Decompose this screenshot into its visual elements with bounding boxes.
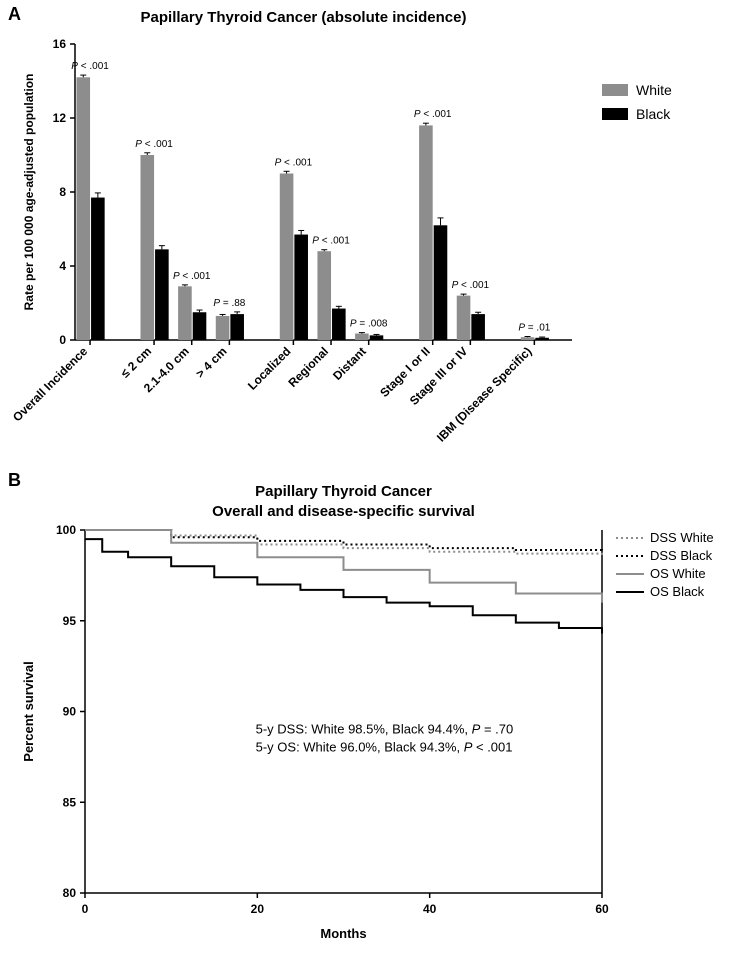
bar-white (76, 77, 90, 340)
x-tick-label: 20 (251, 902, 265, 916)
panel-a: A Papillary Thyroid Cancer (absolute inc… (0, 0, 742, 470)
bar-white (216, 316, 230, 340)
bar-white (521, 337, 535, 340)
panel-b-label: B (8, 470, 21, 491)
survival-curve (85, 539, 602, 633)
chart-title-2: Overall and disease-specific survival (212, 503, 475, 520)
bar-black (535, 338, 549, 340)
y-tick-label: 16 (53, 37, 67, 51)
bar-black (370, 335, 384, 340)
bar-black (155, 249, 169, 340)
bar-black (471, 314, 485, 340)
figure: A Papillary Thyroid Cancer (absolute inc… (0, 0, 742, 953)
p-value: P < .001 (312, 236, 350, 247)
bar-chart: Papillary Thyroid Cancer (absolute incid… (0, 0, 742, 470)
chart-title-1: Papillary Thyroid Cancer (255, 483, 432, 500)
bar-black (230, 314, 244, 340)
chart-title: Papillary Thyroid Cancer (absolute incid… (141, 9, 467, 26)
legend-label: White (636, 82, 672, 98)
p-value: P < .001 (414, 109, 452, 120)
y-tick-label: 85 (63, 795, 77, 809)
p-value: P = .008 (350, 319, 388, 330)
bar-white (280, 174, 294, 341)
x-category-label: Regional (285, 344, 331, 390)
p-value: P < .001 (452, 280, 490, 291)
bar-black (91, 198, 105, 340)
panel-a-label: A (8, 4, 21, 25)
y-axis-label: Rate per 100 000 age-adjusted population (22, 74, 36, 311)
bar-white (457, 296, 471, 340)
bar-black (193, 312, 207, 340)
y-tick-label: 0 (59, 333, 66, 347)
legend-label: Black (636, 106, 671, 122)
legend-label: DSS Black (650, 548, 713, 563)
y-tick-label: 90 (63, 705, 77, 719)
x-axis-label: Months (320, 926, 366, 941)
x-category-label: > 4 cm (193, 344, 230, 381)
bar-white (178, 286, 192, 340)
legend-label: OS Black (650, 584, 705, 599)
annotation-line-1: 5-y DSS: White 98.5%, Black 94.4%, P = .… (256, 721, 514, 736)
p-value: P < .001 (71, 61, 109, 72)
y-axis-label: Percent survival (21, 661, 36, 761)
x-category-label: Localized (245, 344, 294, 393)
y-tick-label: 95 (63, 614, 77, 628)
legend-swatch (602, 108, 628, 120)
p-value: P = .01 (518, 322, 550, 333)
bar-black (332, 309, 346, 340)
x-tick-label: 60 (595, 902, 609, 916)
y-tick-label: 4 (59, 259, 66, 273)
panel-b: B Papillary Thyroid Cancer Overall and di… (0, 470, 742, 953)
y-tick-label: 80 (63, 886, 77, 900)
legend-label: OS White (650, 566, 706, 581)
survival-chart: Papillary Thyroid Cancer Overall and dise… (0, 470, 742, 953)
y-tick-label: 100 (56, 523, 76, 537)
bar-white (140, 155, 154, 340)
p-value: P < .001 (135, 139, 173, 150)
x-tick-label: 0 (82, 902, 89, 916)
y-tick-label: 12 (53, 111, 67, 125)
bar-white (317, 251, 331, 340)
x-category-label: Overall Incidence (10, 344, 90, 424)
bar-white (355, 334, 369, 340)
x-category-label: ≤ 2 cm (118, 344, 154, 380)
bar-black (294, 235, 308, 340)
p-value: P < .001 (275, 157, 313, 168)
legend-label: DSS White (650, 530, 714, 545)
y-tick-label: 8 (59, 185, 66, 199)
legend-swatch (602, 84, 628, 96)
annotation-line-2: 5-y OS: White 96.0%, Black 94.3%, P < .0… (256, 739, 513, 754)
bar-black (434, 225, 448, 340)
x-tick-label: 40 (423, 902, 437, 916)
p-value: P < .001 (173, 271, 211, 282)
x-category-label: Distant (330, 344, 369, 383)
p-value: P = .88 (213, 298, 245, 309)
bar-white (419, 125, 433, 340)
